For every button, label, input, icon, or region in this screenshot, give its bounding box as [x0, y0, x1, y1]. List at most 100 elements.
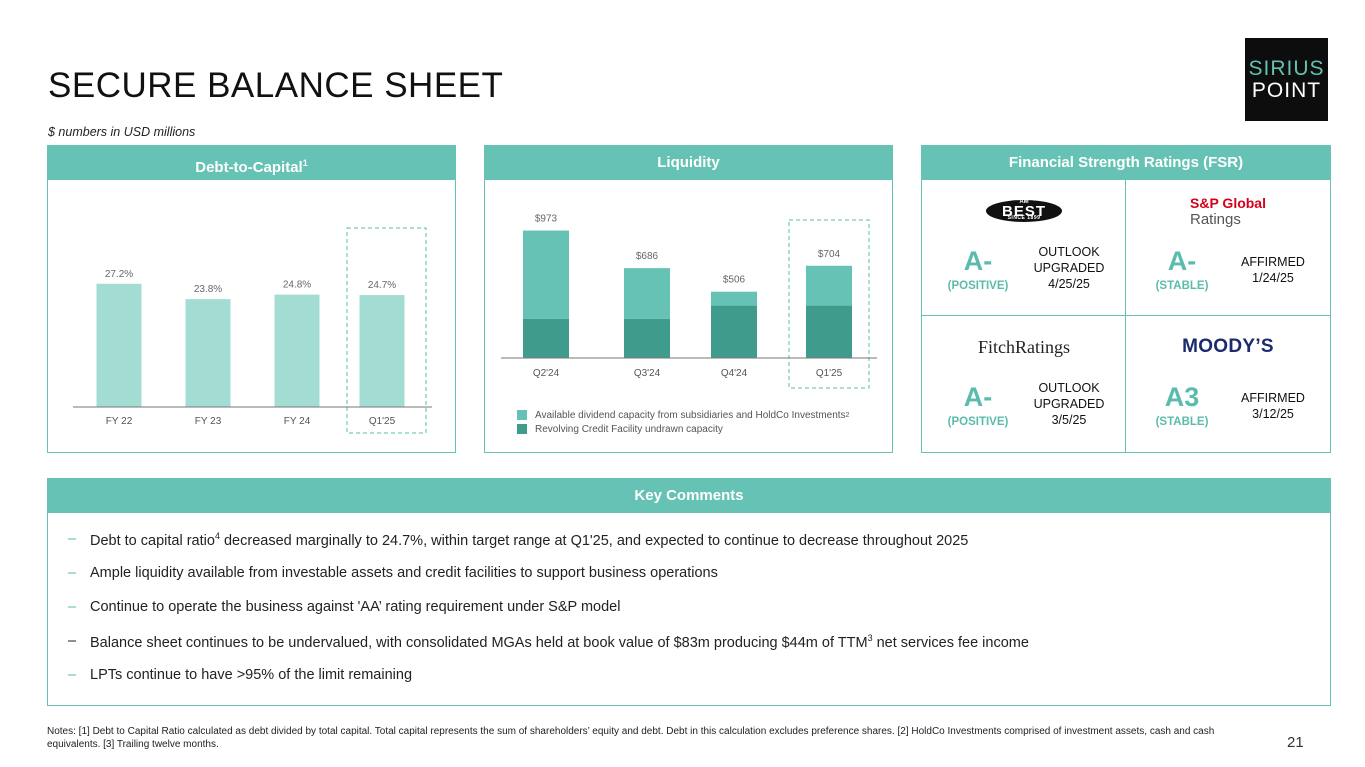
- liquidity-bar-segment: [711, 305, 757, 358]
- comment-footnote: 3: [867, 633, 873, 643]
- fitch-status: OUTLOOK UPGRADED 3/5/25: [1022, 380, 1116, 428]
- moodys-outlook: (STABLE): [1155, 416, 1209, 428]
- am-best-status: OUTLOOK UPGRADED 4/25/25: [1022, 244, 1116, 292]
- am-best-logo-top: AM: [1019, 199, 1029, 205]
- sp-grade: A-: [1167, 246, 1197, 276]
- am-best-outlook: (POSITIVE): [947, 280, 1009, 292]
- am-best-logo-since: SINCE 1899: [1007, 215, 1041, 221]
- debt-bar: [185, 299, 231, 407]
- comment-text: LPTs continue to have >95% of the limit …: [90, 667, 413, 683]
- legend-swatch-dividend: [517, 410, 527, 420]
- debt-panel-footnote: 1: [302, 158, 308, 168]
- moodys-grade: A3: [1164, 382, 1200, 412]
- liquidity-bar-label: $973: [535, 214, 558, 225]
- legend-item-dividend: Available dividend capacity from subsidi…: [517, 408, 849, 422]
- moodys-status-date: 3/12/25: [1252, 407, 1294, 421]
- comment-footnote: 4: [214, 531, 220, 541]
- page-title: SECURE BALANCE SHEET: [48, 66, 504, 105]
- am-best-logo-text: BEST: [1001, 202, 1046, 220]
- moodys-logo: MOODY’S: [1126, 330, 1330, 364]
- am-best-oval: AM BEST SINCE 1899: [986, 199, 1062, 222]
- liquidity-bar-label: $686: [636, 251, 659, 262]
- moodys-logo-text: MOODY’S: [1182, 336, 1274, 357]
- sp-status: AFFIRMED 1/24/25: [1226, 254, 1320, 286]
- liquidity-bar-label: $506: [723, 275, 746, 286]
- fsr-panel-header: Financial Strength Ratings (FSR): [922, 146, 1330, 180]
- liquidity-panel-header: Liquidity: [485, 146, 892, 180]
- highlight-frame: [788, 219, 870, 389]
- fitch-logo-text: FitchRatings: [977, 336, 1070, 357]
- footnotes: Notes: [1] Debt to Capital Ratio calcula…: [47, 726, 1215, 750]
- bullet-dash: –: [68, 667, 77, 683]
- debt-bar-label: 27.2%: [105, 269, 133, 280]
- sp-logo-sub: Ratings: [1190, 210, 1241, 228]
- liquidity-bar-label: $704: [818, 249, 841, 260]
- comment-text: Debt to capital ratio: [90, 532, 215, 549]
- liquidity-bar-segment: [806, 265, 852, 306]
- list-item: – Continue to operate the business agains…: [68, 599, 1308, 633]
- moodys-status: AFFIRMED 3/12/25: [1226, 390, 1320, 422]
- legend-label-revolver: Revolving Credit Facility undrawn capaci…: [535, 423, 723, 435]
- legend-label-dividend: Available dividend capacity from subsidi…: [535, 409, 846, 421]
- ratings-grid: AM BEST SINCE 1899 A- (POSITIVE) OUTLOOK…: [922, 180, 1330, 452]
- liquidity-legend: Available dividend capacity from subsidi…: [517, 408, 849, 436]
- debt-bar: [96, 283, 142, 407]
- debt-bar: [274, 294, 320, 407]
- liquidity-bar-segment: [711, 291, 757, 306]
- fitch-outlook: (POSITIVE): [947, 416, 1009, 428]
- bullet-dash: –: [68, 565, 77, 581]
- debt-panel-title: Debt-to-Capital: [195, 159, 303, 176]
- sp-logo-text: S&P Global: [1190, 194, 1266, 211]
- am-best-status-line: OUTLOOK: [1038, 245, 1100, 259]
- liquidity-bar-segment: [624, 318, 670, 358]
- financial-strength-ratings-panel: Financial Strength Ratings (FSR) AM BEST…: [921, 145, 1331, 453]
- sp-rating: A- (STABLE): [1140, 246, 1224, 294]
- am-best-status-line: UPGRADED: [1033, 261, 1105, 275]
- comment-text-cont: decreased marginally to 24.7%, within ta…: [219, 532, 969, 549]
- fitch-logo: FitchRatings: [922, 330, 1126, 364]
- list-item: – Ample liquidity available from investab…: [68, 565, 1308, 599]
- legend-swatch-revolver: [517, 424, 527, 434]
- fitch-status-date: 3/5/25: [1051, 413, 1087, 427]
- highlight-frame: [346, 227, 427, 434]
- moodys-status-line: AFFIRMED: [1241, 391, 1305, 405]
- sp-global-logo: S&P Global Ratings: [1126, 194, 1330, 228]
- liquidity-x-tick: Q3'24: [634, 368, 661, 379]
- bullet-dash: –: [68, 531, 77, 547]
- company-logo: SIRIUS POINT: [1245, 38, 1328, 121]
- liquidity-bar-segment: [523, 230, 569, 319]
- comment-text: Continue to operate the business against…: [90, 599, 621, 615]
- debt-x-tick: Q1'25: [369, 416, 396, 427]
- moodys-rating: A3 (STABLE): [1140, 382, 1224, 430]
- debt-x-tick: FY 24: [284, 416, 311, 427]
- liquidity-x-tick: Q4'24: [721, 368, 748, 379]
- am-best-logo: AM BEST SINCE 1899: [922, 194, 1126, 228]
- rating-card-fitch: FitchRatings A- (POSITIVE) OUTLOOK UPGRA…: [922, 316, 1126, 452]
- units-note: $ numbers in USD millions: [48, 125, 196, 139]
- debt-bar-label: 23.8%: [194, 284, 222, 295]
- fitch-status-line: UPGRADED: [1033, 397, 1105, 411]
- bullet-dash: –: [68, 633, 77, 649]
- rating-card-am-best: AM BEST SINCE 1899 A- (POSITIVE) OUTLOOK…: [922, 180, 1126, 316]
- key-comments-list: – Debt to capital ratio4 decreased margin…: [68, 531, 1308, 701]
- logo-line-2: POINT: [1251, 78, 1322, 102]
- bullet-dash: –: [68, 599, 77, 615]
- legend-item-revolver: Revolving Credit Facility undrawn capaci…: [517, 422, 849, 436]
- am-best-status-date: 4/25/25: [1048, 277, 1090, 291]
- page-number: 21: [1287, 734, 1304, 751]
- legend-footnote-dividend: 2: [845, 411, 850, 419]
- liquidity-bar-segment: [806, 305, 852, 358]
- liquidity-bar-segment: [624, 268, 670, 319]
- liquidity-panel: Liquidity $973 Q2'24 $686 Q3'24 $506 Q4'24 $70…: [484, 145, 893, 453]
- debt-to-capital-chart: 27.2% FY 22 23.8% FY 23 24.8% FY 24 24.7% Q1'25: [73, 227, 432, 434]
- debt-bar-label: 24.7%: [368, 280, 396, 291]
- key-comments-panel: Key Comments – Debt to capital ratio4 dec…: [47, 478, 1331, 706]
- debt-x-tick: FY 23: [195, 416, 222, 427]
- list-item: – Balance sheet continues to be undervalu…: [68, 633, 1308, 667]
- list-item: – LPTs continue to have >95% of the limit…: [68, 667, 1308, 701]
- sp-outlook: (STABLE): [1155, 280, 1209, 292]
- rating-card-sp: S&P Global Ratings A- (STABLE) AFFIRMED …: [1126, 180, 1330, 316]
- debt-panel-header: Debt-to-Capital1: [48, 146, 455, 180]
- am-best-grade: A-: [963, 246, 993, 276]
- liquidity-x-tick: Q1'25: [816, 368, 843, 379]
